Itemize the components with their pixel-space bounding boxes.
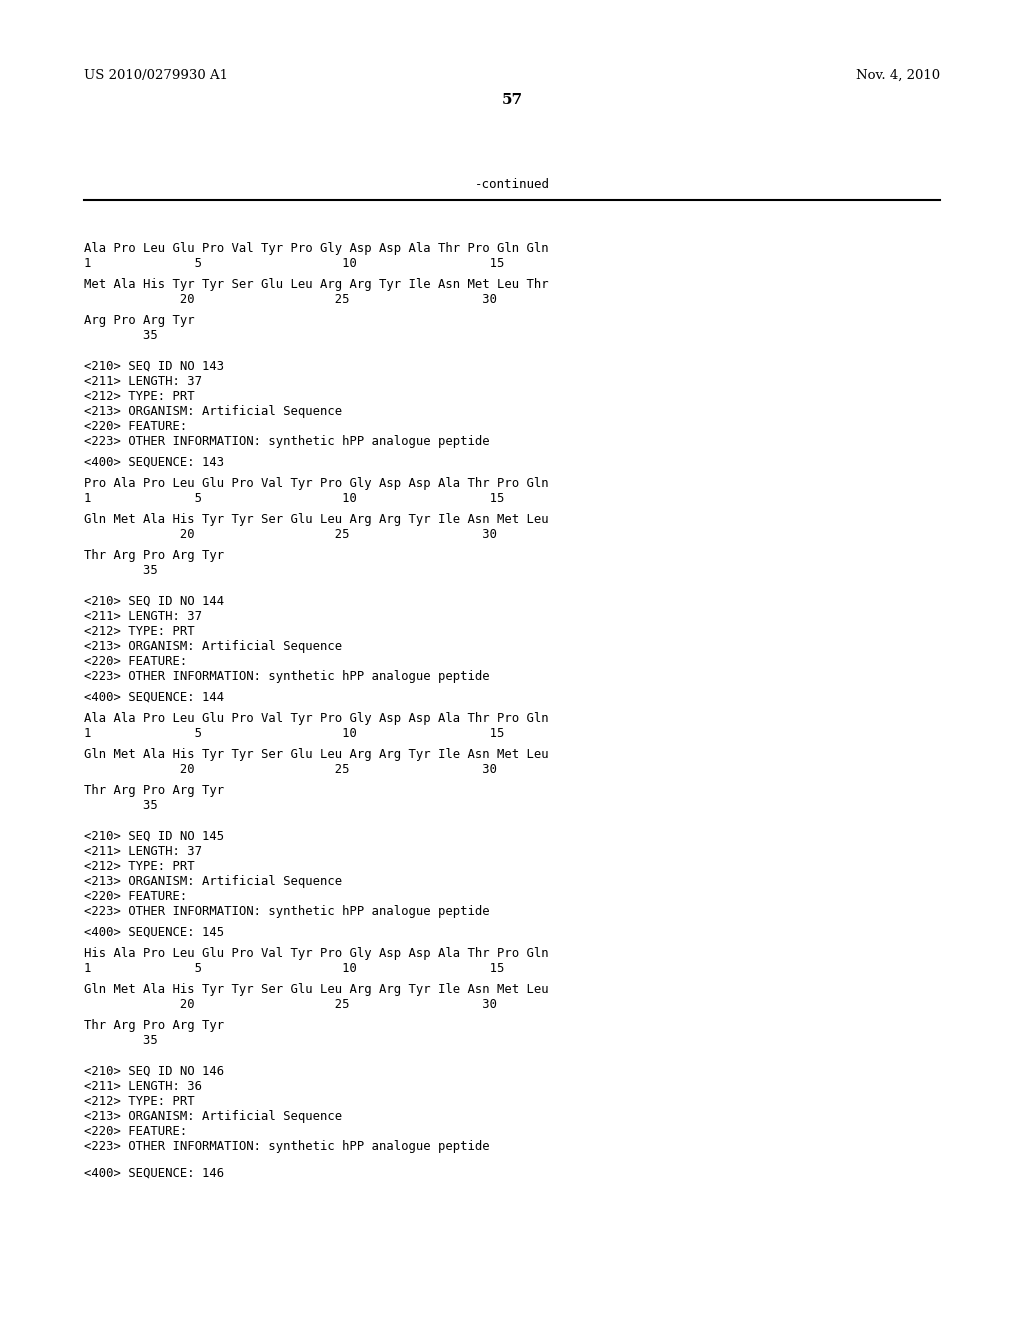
- Text: <210> SEQ ID NO 145: <210> SEQ ID NO 145: [84, 830, 224, 843]
- Text: 20                   25                  30: 20 25 30: [84, 528, 497, 541]
- Text: <212> TYPE: PRT: <212> TYPE: PRT: [84, 1096, 195, 1107]
- Text: <213> ORGANISM: Artificial Sequence: <213> ORGANISM: Artificial Sequence: [84, 1110, 342, 1123]
- Text: <400> SEQUENCE: 143: <400> SEQUENCE: 143: [84, 455, 224, 469]
- Text: 20                   25                  30: 20 25 30: [84, 998, 497, 1011]
- Text: Gln Met Ala His Tyr Tyr Ser Glu Leu Arg Arg Tyr Ile Asn Met Leu: Gln Met Ala His Tyr Tyr Ser Glu Leu Arg …: [84, 748, 549, 762]
- Text: Ala Pro Leu Glu Pro Val Tyr Pro Gly Asp Asp Ala Thr Pro Gln Gln: Ala Pro Leu Glu Pro Val Tyr Pro Gly Asp …: [84, 242, 549, 255]
- Text: <220> FEATURE:: <220> FEATURE:: [84, 655, 187, 668]
- Text: <210> SEQ ID NO 144: <210> SEQ ID NO 144: [84, 595, 224, 609]
- Text: Ala Ala Pro Leu Glu Pro Val Tyr Pro Gly Asp Asp Ala Thr Pro Gln: Ala Ala Pro Leu Glu Pro Val Tyr Pro Gly …: [84, 711, 549, 725]
- Text: 20                   25                  30: 20 25 30: [84, 293, 497, 306]
- Text: <220> FEATURE:: <220> FEATURE:: [84, 420, 187, 433]
- Text: <223> OTHER INFORMATION: synthetic hPP analogue peptide: <223> OTHER INFORMATION: synthetic hPP a…: [84, 671, 489, 682]
- Text: <213> ORGANISM: Artificial Sequence: <213> ORGANISM: Artificial Sequence: [84, 640, 342, 653]
- Text: <400> SEQUENCE: 145: <400> SEQUENCE: 145: [84, 927, 224, 939]
- Text: US 2010/0279930 A1: US 2010/0279930 A1: [84, 69, 228, 82]
- Text: <223> OTHER INFORMATION: synthetic hPP analogue peptide: <223> OTHER INFORMATION: synthetic hPP a…: [84, 906, 489, 917]
- Text: <212> TYPE: PRT: <212> TYPE: PRT: [84, 389, 195, 403]
- Text: Thr Arg Pro Arg Tyr: Thr Arg Pro Arg Tyr: [84, 1019, 224, 1032]
- Text: Arg Pro Arg Tyr: Arg Pro Arg Tyr: [84, 314, 195, 327]
- Text: <213> ORGANISM: Artificial Sequence: <213> ORGANISM: Artificial Sequence: [84, 875, 342, 888]
- Text: <220> FEATURE:: <220> FEATURE:: [84, 1125, 187, 1138]
- Text: Thr Arg Pro Arg Tyr: Thr Arg Pro Arg Tyr: [84, 784, 224, 797]
- Text: Thr Arg Pro Arg Tyr: Thr Arg Pro Arg Tyr: [84, 549, 224, 562]
- Text: 1              5                   10                  15: 1 5 10 15: [84, 962, 505, 975]
- Text: Met Ala His Tyr Tyr Ser Glu Leu Arg Arg Tyr Ile Asn Met Leu Thr: Met Ala His Tyr Tyr Ser Glu Leu Arg Arg …: [84, 279, 549, 290]
- Text: <211> LENGTH: 37: <211> LENGTH: 37: [84, 375, 202, 388]
- Text: 35: 35: [84, 329, 158, 342]
- Text: 20                   25                  30: 20 25 30: [84, 763, 497, 776]
- Text: 35: 35: [84, 799, 158, 812]
- Text: Gln Met Ala His Tyr Tyr Ser Glu Leu Arg Arg Tyr Ile Asn Met Leu: Gln Met Ala His Tyr Tyr Ser Glu Leu Arg …: [84, 983, 549, 997]
- Text: His Ala Pro Leu Glu Pro Val Tyr Pro Gly Asp Asp Ala Thr Pro Gln: His Ala Pro Leu Glu Pro Val Tyr Pro Gly …: [84, 946, 549, 960]
- Text: <400> SEQUENCE: 144: <400> SEQUENCE: 144: [84, 690, 224, 704]
- Text: <210> SEQ ID NO 146: <210> SEQ ID NO 146: [84, 1065, 224, 1078]
- Text: 57: 57: [502, 92, 522, 107]
- Text: <213> ORGANISM: Artificial Sequence: <213> ORGANISM: Artificial Sequence: [84, 405, 342, 418]
- Text: 1              5                   10                  15: 1 5 10 15: [84, 727, 505, 741]
- Text: <211> LENGTH: 37: <211> LENGTH: 37: [84, 610, 202, 623]
- Text: <210> SEQ ID NO 143: <210> SEQ ID NO 143: [84, 360, 224, 374]
- Text: 1              5                   10                  15: 1 5 10 15: [84, 492, 505, 506]
- Text: 1              5                   10                  15: 1 5 10 15: [84, 257, 505, 271]
- Text: 35: 35: [84, 564, 158, 577]
- Text: <211> LENGTH: 37: <211> LENGTH: 37: [84, 845, 202, 858]
- Text: <223> OTHER INFORMATION: synthetic hPP analogue peptide: <223> OTHER INFORMATION: synthetic hPP a…: [84, 436, 489, 447]
- Text: <211> LENGTH: 36: <211> LENGTH: 36: [84, 1080, 202, 1093]
- Text: Pro Ala Pro Leu Glu Pro Val Tyr Pro Gly Asp Asp Ala Thr Pro Gln: Pro Ala Pro Leu Glu Pro Val Tyr Pro Gly …: [84, 477, 549, 490]
- Text: Gln Met Ala His Tyr Tyr Ser Glu Leu Arg Arg Tyr Ile Asn Met Leu: Gln Met Ala His Tyr Tyr Ser Glu Leu Arg …: [84, 513, 549, 525]
- Text: <223> OTHER INFORMATION: synthetic hPP analogue peptide: <223> OTHER INFORMATION: synthetic hPP a…: [84, 1140, 489, 1152]
- Text: 35: 35: [84, 1034, 158, 1047]
- Text: <220> FEATURE:: <220> FEATURE:: [84, 890, 187, 903]
- Text: -continued: -continued: [474, 178, 550, 191]
- Text: <400> SEQUENCE: 146: <400> SEQUENCE: 146: [84, 1167, 224, 1180]
- Text: <212> TYPE: PRT: <212> TYPE: PRT: [84, 861, 195, 873]
- Text: Nov. 4, 2010: Nov. 4, 2010: [856, 69, 940, 82]
- Text: <212> TYPE: PRT: <212> TYPE: PRT: [84, 624, 195, 638]
